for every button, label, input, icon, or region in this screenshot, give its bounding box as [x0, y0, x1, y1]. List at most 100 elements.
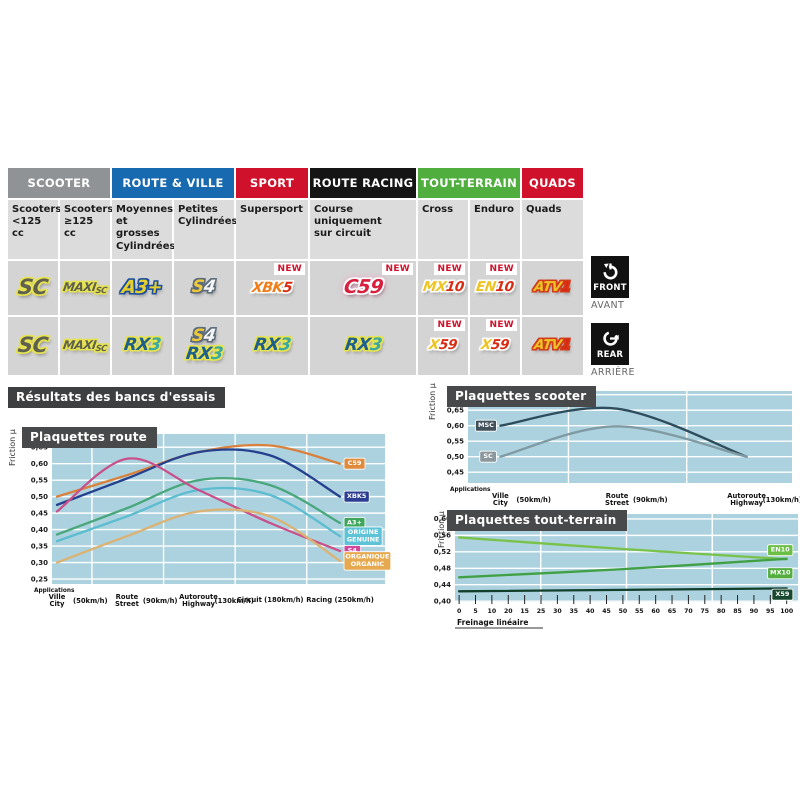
series-line-x59 — [457, 587, 788, 593]
legend-badge-en10 — [767, 544, 794, 557]
y-tick-label: 0,45 — [447, 468, 464, 476]
new-badge: NEW — [382, 262, 413, 275]
y-tick-label: 0,25 — [31, 575, 48, 583]
group-header-route-ville: ROUTE & VILLE — [112, 168, 234, 198]
badge-text: MX — [421, 279, 447, 295]
badge-text: 59 — [438, 337, 459, 353]
pad-badge-c59: C59 — [342, 276, 384, 298]
legend-badge-text: MSC — [478, 421, 494, 429]
series-line-a3 — [55, 477, 342, 536]
front-box: FRONT — [591, 256, 629, 298]
badge-text: 3 — [277, 335, 292, 356]
legend-badge-text: EN10 — [771, 546, 790, 554]
badge-text: RX — [252, 335, 281, 356]
front-orientation: FRONT AVANT — [591, 256, 641, 311]
pad-cell: A3+ — [112, 260, 172, 315]
legend-badge-organique-organic — [343, 551, 392, 571]
pad-cell: RX3 — [310, 316, 416, 375]
new-badge: NEW — [434, 318, 465, 331]
pad-cell: XBK5 NEW — [236, 260, 308, 315]
y-tick-label: 0,52 — [434, 548, 451, 556]
legend-badge-text: A3+ — [347, 519, 362, 527]
pad-cell: ATV1 — [522, 316, 583, 375]
legend-badge-text: XBK5 — [347, 492, 367, 500]
x-tick-label: 60 — [651, 608, 660, 615]
badge-text: 3 — [209, 344, 224, 365]
series-line-xbk5 — [55, 448, 342, 507]
x-tick-label: 80 — [717, 608, 726, 615]
series-line-sc — [499, 425, 748, 458]
column-header-scooters: Scooters ≥125 cc — [60, 200, 113, 259]
group-header-route-racing: ROUTE RACING — [310, 168, 416, 198]
orientation-legend: FRONT AVANT REAR ARRIÈRE — [591, 256, 641, 390]
route-y-axis-label: Friction µ — [8, 429, 17, 466]
y-tick-label: 0,30 — [31, 559, 48, 567]
pad-cell: RX3 — [112, 316, 172, 375]
chart-title-scooter: Plaquettes scooter — [447, 386, 597, 407]
legend-badge-text: C59 — [348, 459, 362, 467]
pad-cell: SC — [8, 316, 58, 375]
y-tick-label: 0,40 — [434, 597, 451, 605]
pad-badge-rx3: RX3 — [343, 335, 383, 356]
pad-cell: SC — [8, 260, 58, 315]
x-tick-label-en: Street — [605, 499, 630, 507]
pad-badge-s4: S4 — [191, 326, 217, 346]
terrain-y-axis-label: Friction µ — [437, 511, 446, 548]
legend-badge-sc — [479, 450, 497, 463]
y-tick-label: 0,60 — [447, 422, 464, 430]
pad-cell: C59 NEW — [310, 260, 416, 315]
x-tick-label: Circuit (180km/h) — [237, 596, 304, 604]
pad-badge-rx3: RX3 — [122, 335, 162, 356]
x-tick-label-en: City — [493, 499, 509, 507]
y-tick-label: 0,65 — [447, 407, 464, 415]
pad-cell: S4 RX3 — [174, 316, 234, 375]
x-tick-label-speed: (90km/h) — [633, 496, 668, 504]
x-tick-label-fr: Route — [606, 492, 629, 500]
pad-cell: MAXISC — [60, 260, 110, 315]
x-tick-label: 5 — [473, 608, 477, 615]
section-title: Résultats des bancs d'essais — [8, 387, 226, 408]
pad-cell: RX3 — [236, 316, 308, 375]
rear-box: REAR — [591, 323, 629, 365]
pad-badge-x59: X59 — [480, 337, 510, 353]
badge-text: ATV — [533, 337, 563, 353]
table-row-front: SC MAXISC A3+ S4 XBK5 NEW C59 NEW MX10 NEW EN10 NEW… — [8, 260, 583, 315]
x-tick-label-speed: (90km/h) — [143, 597, 178, 605]
x-tick-label-fr: Route — [116, 593, 139, 601]
badge-text: 3 — [147, 335, 162, 356]
table-group-header-row: SCOOTER ROUTE & VILLE SPORT ROUTE RACING TOU… — [8, 168, 583, 198]
pad-cell: MX10 NEW — [418, 260, 468, 315]
legend-badge-xbk5 — [343, 490, 370, 503]
badge-text: 10 — [444, 279, 465, 295]
legend-badge-text: GENUINE — [347, 535, 380, 543]
x-tick-label: Racing (250km/h) — [306, 596, 374, 604]
x-tick-label-fr: Ville — [492, 492, 509, 500]
y-tick-label: 0,44 — [434, 581, 451, 589]
legend-badge-text: S4 — [348, 547, 358, 555]
series-line-organique-organic — [55, 508, 342, 564]
x-tick-label-fr: Autoroute — [179, 593, 218, 601]
x-tick-label: 25 — [537, 608, 546, 615]
legend-badge-text: ORGANIQUE — [345, 553, 389, 561]
x-tick-label: 75 — [700, 608, 709, 615]
x-axis-note: Applications — [450, 487, 491, 493]
group-header-sport: SPORT — [236, 168, 308, 198]
y-tick-label: 0,60 — [434, 515, 451, 523]
x-tick-label-speed: (50km/h) — [73, 597, 108, 605]
column-header-course: Course uniquement sur circuit — [310, 200, 416, 259]
y-tick-label: 0,60 — [31, 460, 48, 468]
y-tick-label: 0,48 — [434, 565, 451, 573]
x-tick-label: 15 — [520, 608, 529, 615]
legend-badge-text: SC — [483, 452, 493, 460]
badge-text: 3 — [368, 335, 383, 356]
new-badge: NEW — [486, 318, 517, 331]
x-tick-label: 65 — [668, 608, 677, 615]
pad-cell: EN10 NEW — [470, 260, 520, 315]
x-tick-label-en: Highway — [730, 499, 763, 507]
x-axis-note: Applications — [34, 588, 75, 594]
table-row-rear: SC MAXISC RX3 S4 RX3 RX3 RX3 X59 NEW X59 NEW ATV1 — [8, 316, 583, 375]
pad-cell: ATV1 — [522, 260, 583, 315]
x-tick-label: 95 — [766, 608, 775, 615]
badge-text: 5 — [281, 279, 294, 296]
x-tick-label-speed: (130km/h) — [763, 496, 800, 504]
